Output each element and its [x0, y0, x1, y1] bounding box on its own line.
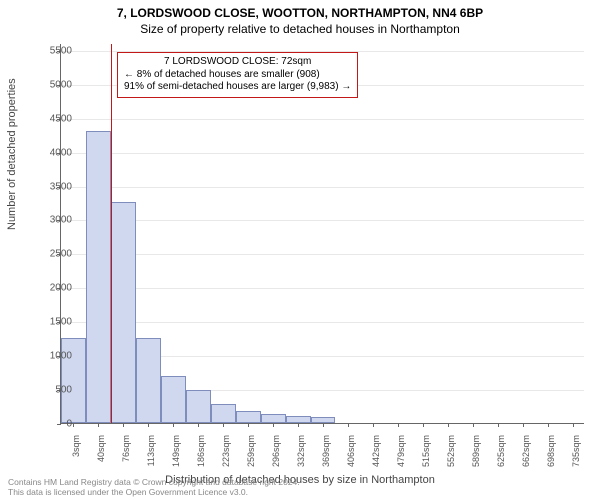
- xtick-label: 406sqm: [346, 435, 356, 475]
- histogram-bar: [261, 414, 286, 423]
- ytick-label: 2000: [32, 283, 72, 294]
- histogram-bar: [111, 202, 136, 423]
- ytick-label: 500: [32, 385, 72, 396]
- ytick-label: 3500: [32, 181, 72, 192]
- xtick-label: 3sqm: [71, 435, 81, 475]
- xtick-label: 625sqm: [496, 435, 506, 475]
- gridline-h: [61, 153, 584, 154]
- xtick-mark: [448, 423, 449, 427]
- ytick-label: 5500: [32, 45, 72, 56]
- xtick-mark: [98, 423, 99, 427]
- annotation-line: 7 LORDSWOOD CLOSE: 72sqm: [124, 56, 351, 69]
- xtick-mark: [248, 423, 249, 427]
- ytick-label: 5000: [32, 79, 72, 90]
- gridline-h: [61, 254, 584, 255]
- xtick-label: 40sqm: [96, 435, 106, 475]
- annotation-line: 91% of semi-detached houses are larger (…: [124, 81, 351, 94]
- xtick-mark: [398, 423, 399, 427]
- chart-title-sub: Size of property relative to detached ho…: [0, 20, 600, 36]
- xtick-label: 223sqm: [221, 435, 231, 475]
- xtick-mark: [123, 423, 124, 427]
- xtick-label: 589sqm: [471, 435, 481, 475]
- histogram-bar: [136, 338, 161, 423]
- histogram-bar: [186, 390, 211, 423]
- xtick-label: 442sqm: [371, 435, 381, 475]
- xtick-label: 662sqm: [521, 435, 531, 475]
- chart-container: 7, LORDSWOOD CLOSE, WOOTTON, NORTHAMPTON…: [0, 0, 600, 500]
- xtick-label: 515sqm: [421, 435, 431, 475]
- plot-area-wrap: 7 LORDSWOOD CLOSE: 72sqm← 8% of detached…: [60, 44, 584, 424]
- xtick-mark: [148, 423, 149, 427]
- xtick-label: 113sqm: [146, 435, 156, 475]
- xtick-label: 259sqm: [246, 435, 256, 475]
- histogram-bar: [161, 376, 186, 424]
- xtick-label: 698sqm: [546, 435, 556, 475]
- xtick-label: 296sqm: [271, 435, 281, 475]
- xtick-mark: [498, 423, 499, 427]
- gridline-h: [61, 119, 584, 120]
- gridline-h: [61, 220, 584, 221]
- xtick-mark: [323, 423, 324, 427]
- gridline-h: [61, 288, 584, 289]
- plot-area: 7 LORDSWOOD CLOSE: 72sqm← 8% of detached…: [60, 44, 584, 424]
- ytick-label: 4000: [32, 147, 72, 158]
- ytick-label: 4500: [32, 113, 72, 124]
- xtick-mark: [473, 423, 474, 427]
- xtick-label: 735sqm: [571, 435, 581, 475]
- gridline-h: [61, 187, 584, 188]
- xtick-label: 76sqm: [121, 435, 131, 475]
- ytick-label: 2500: [32, 249, 72, 260]
- xtick-mark: [73, 423, 74, 427]
- xtick-mark: [548, 423, 549, 427]
- xtick-label: 186sqm: [196, 435, 206, 475]
- xtick-label: 149sqm: [171, 435, 181, 475]
- xtick-mark: [223, 423, 224, 427]
- xtick-label: 552sqm: [446, 435, 456, 475]
- xtick-mark: [198, 423, 199, 427]
- xtick-mark: [423, 423, 424, 427]
- footer-attribution: Contains HM Land Registry data © Crown c…: [8, 478, 300, 498]
- chart-title-main: 7, LORDSWOOD CLOSE, WOOTTON, NORTHAMPTON…: [0, 0, 600, 20]
- y-axis-label: Number of detached properties: [6, 78, 18, 230]
- annotation-line: ← 8% of detached houses are smaller (908…: [124, 69, 351, 82]
- ytick-label: 1500: [32, 317, 72, 328]
- xtick-mark: [173, 423, 174, 427]
- histogram-bar: [236, 411, 261, 423]
- gridline-h: [61, 322, 584, 323]
- property-marker-line: [111, 44, 112, 423]
- xtick-mark: [348, 423, 349, 427]
- xtick-mark: [273, 423, 274, 427]
- xtick-label: 479sqm: [396, 435, 406, 475]
- xtick-label: 332sqm: [296, 435, 306, 475]
- annotation-box: 7 LORDSWOOD CLOSE: 72sqm← 8% of detached…: [117, 52, 358, 98]
- xtick-mark: [298, 423, 299, 427]
- ytick-label: 1000: [32, 351, 72, 362]
- footer-line-2: This data is licensed under the Open Gov…: [8, 488, 300, 498]
- ytick-label: 0: [32, 419, 72, 430]
- histogram-bar: [286, 416, 311, 423]
- histogram-bar: [86, 131, 111, 423]
- xtick-mark: [573, 423, 574, 427]
- ytick-label: 3000: [32, 215, 72, 226]
- histogram-bar: [211, 404, 236, 423]
- xtick-mark: [373, 423, 374, 427]
- xtick-label: 369sqm: [321, 435, 331, 475]
- xtick-mark: [523, 423, 524, 427]
